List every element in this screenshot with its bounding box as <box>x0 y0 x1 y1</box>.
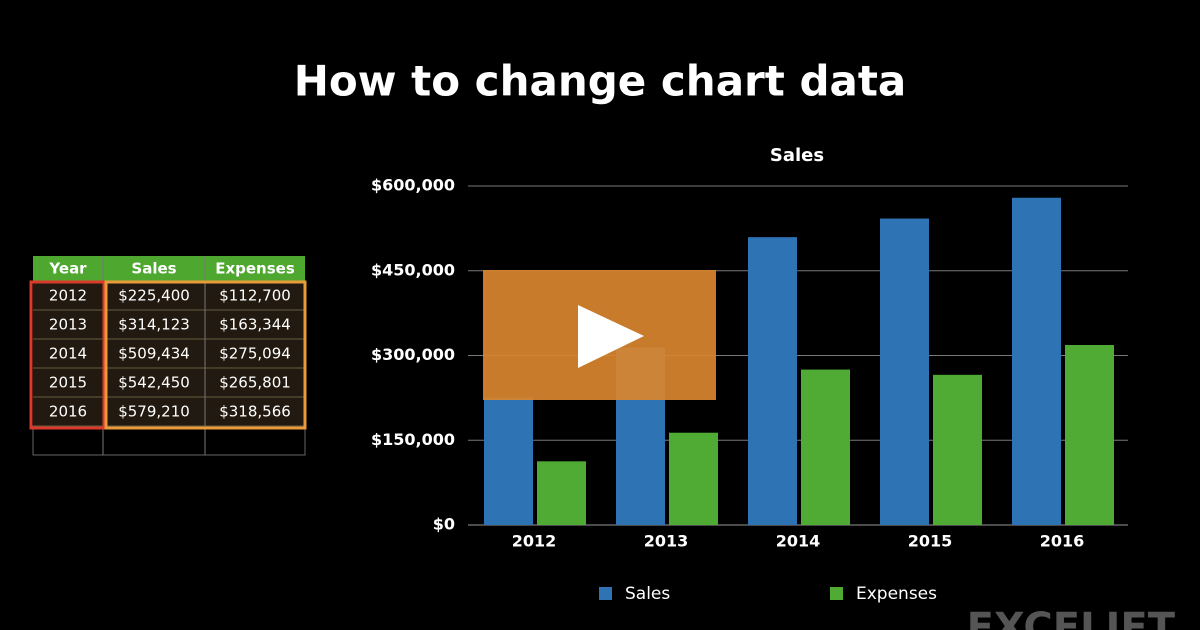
values-highlight <box>104 280 307 430</box>
legend-label: Expenses <box>856 584 937 604</box>
play-icon[interactable] <box>578 305 644 368</box>
chart-title: Sales <box>770 145 824 166</box>
legend-swatch <box>830 587 843 600</box>
table-cell: $314,123 <box>118 316 190 334</box>
table-body-bg <box>33 281 305 426</box>
page-title: How to change chart data <box>294 57 907 106</box>
table-cell: $225,400 <box>118 287 190 305</box>
year-highlight <box>29 280 106 430</box>
table-cell: $275,094 <box>219 345 291 363</box>
table-cell: $163,344 <box>219 316 291 334</box>
table-empty-row <box>32 425 306 456</box>
table-cell: $318,566 <box>219 403 291 421</box>
legend-swatch <box>599 587 612 600</box>
bar <box>669 432 718 525</box>
table-cell: 2016 <box>49 403 87 421</box>
y-tick-label: $450,000 <box>371 260 455 279</box>
table-cell: 2014 <box>49 345 87 363</box>
table-header-bg <box>33 256 305 281</box>
table-header-cell: Sales <box>131 260 176 278</box>
bar <box>880 218 929 525</box>
table-cell: $579,210 <box>118 403 190 421</box>
legend-label: Sales <box>625 584 670 604</box>
x-tick-label: 2014 <box>776 532 821 551</box>
bar <box>537 461 586 525</box>
table-cell: $265,801 <box>219 374 291 392</box>
bar <box>1065 345 1114 525</box>
x-tick-label: 2012 <box>512 532 557 551</box>
y-tick-label: $150,000 <box>371 430 455 449</box>
bar <box>1012 197 1061 526</box>
table-header-cell: Year <box>48 260 87 278</box>
table-cell: 2013 <box>49 316 87 334</box>
y-tick-label: $300,000 <box>371 345 455 364</box>
bar <box>484 397 533 525</box>
bar <box>801 369 850 525</box>
watermark: EXCELJET <box>967 605 1176 630</box>
table-cell: 2012 <box>49 287 87 305</box>
table-header-cell: Expenses <box>215 260 295 278</box>
data-table: Year Sales Expenses 2012 $225,400 $112,700 201… <box>29 256 307 456</box>
chart: Sales $0 $150,000 $300,000 $450,000 $600,000… <box>371 145 1128 604</box>
x-tick-label: 2013 <box>644 532 689 551</box>
x-tick-label: 2016 <box>1040 532 1085 551</box>
y-tick-label: $0 <box>433 515 455 534</box>
play-overlay[interactable] <box>483 270 716 400</box>
bar <box>933 374 982 525</box>
table-cell: $542,450 <box>118 374 190 392</box>
table-cell: $112,700 <box>219 287 291 305</box>
bar <box>748 237 797 525</box>
y-tick-label: $600,000 <box>371 176 455 195</box>
table-cell: 2015 <box>49 374 87 392</box>
table-cell: $509,434 <box>118 345 190 363</box>
x-tick-label: 2015 <box>908 532 953 551</box>
